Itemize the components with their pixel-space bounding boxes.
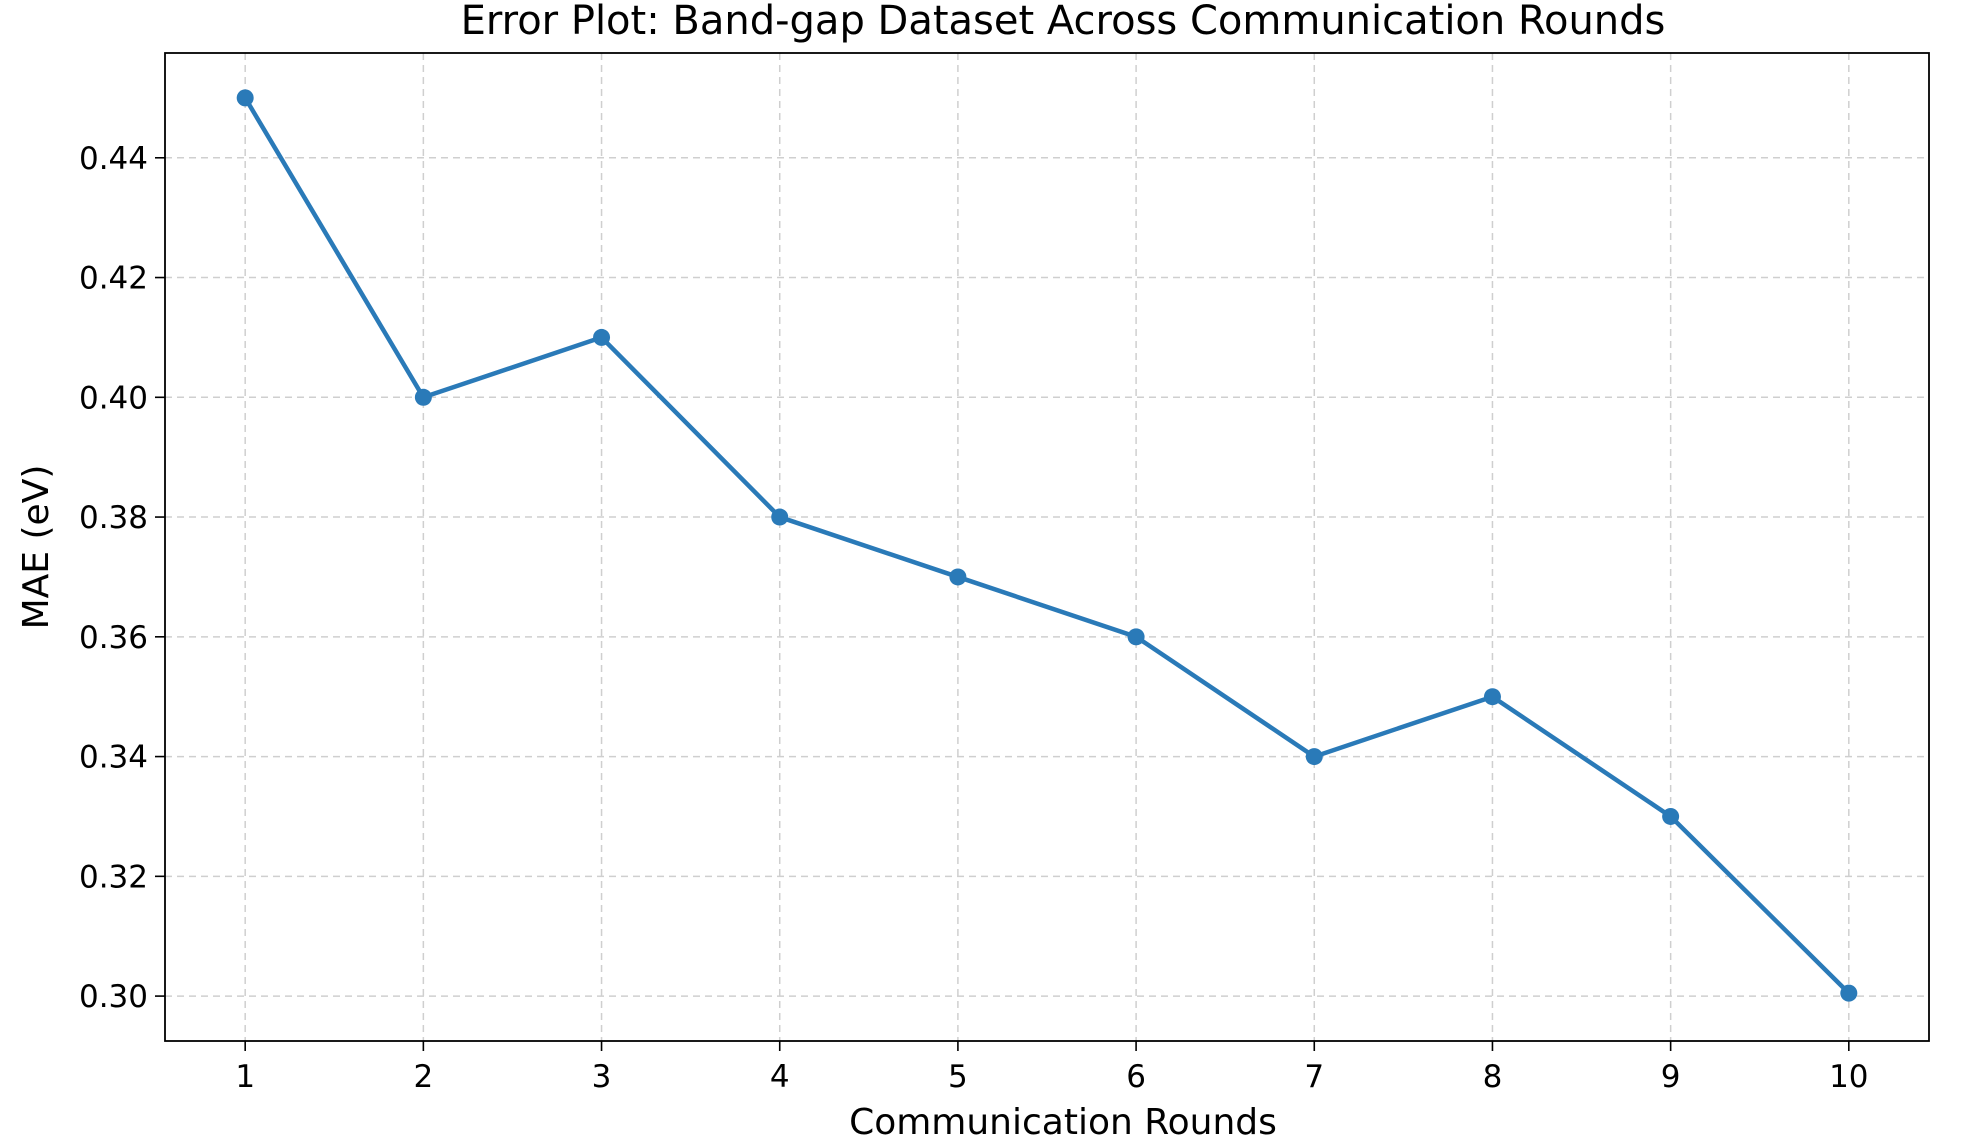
- plot-area-frame: [164, 52, 1930, 1042]
- data-point: [1305, 748, 1323, 766]
- axis-ticks: 1 2 3 4 5 6 7 8 9 10 0.30 0.32 0.34 0.36 0.38 0.40 0.42 0…: [79, 141, 1869, 1095]
- y-tick-label: 0.34: [79, 740, 148, 776]
- data-point: [1127, 628, 1145, 646]
- y-tick-label: 0.40: [79, 380, 148, 416]
- data-point: [1662, 807, 1680, 825]
- y-tick-label: 0.32: [79, 859, 148, 895]
- data-point: [1483, 688, 1501, 706]
- y-tick-label: 0.42: [79, 261, 148, 297]
- y-tick-label: 0.38: [79, 500, 148, 536]
- data-point: [1840, 984, 1858, 1002]
- x-tick-label: 7: [1304, 1059, 1324, 1095]
- x-tick-label: 6: [1126, 1059, 1146, 1095]
- y-tick-label: 0.44: [79, 141, 148, 177]
- series-group: [236, 89, 1858, 1002]
- y-tick-label: 0.30: [79, 979, 148, 1015]
- chart-title: Error Plot: Band-gap Dataset Across Comm…: [461, 0, 1666, 44]
- data-point: [593, 328, 611, 346]
- data-point: [236, 89, 254, 107]
- data-point: [414, 388, 432, 406]
- x-tick-label: 1: [235, 1059, 255, 1095]
- x-tick-label: 5: [948, 1059, 968, 1095]
- x-tick-label: 9: [1661, 1059, 1681, 1095]
- x-tick-label: 8: [1483, 1059, 1503, 1095]
- x-tick-label: 10: [1829, 1059, 1868, 1095]
- y-axis-label: MAE (eV): [16, 465, 57, 630]
- x-axis-label: Communication Rounds: [849, 1102, 1277, 1143]
- x-tick-label: 4: [770, 1059, 790, 1095]
- series-line: [242, 95, 1852, 996]
- y-tick-label: 0.36: [79, 620, 148, 656]
- grid: [165, 53, 1929, 1041]
- data-point: [771, 508, 789, 526]
- data-point: [949, 568, 967, 586]
- x-tick-label: 3: [592, 1059, 612, 1095]
- x-tick-label: 2: [413, 1059, 433, 1095]
